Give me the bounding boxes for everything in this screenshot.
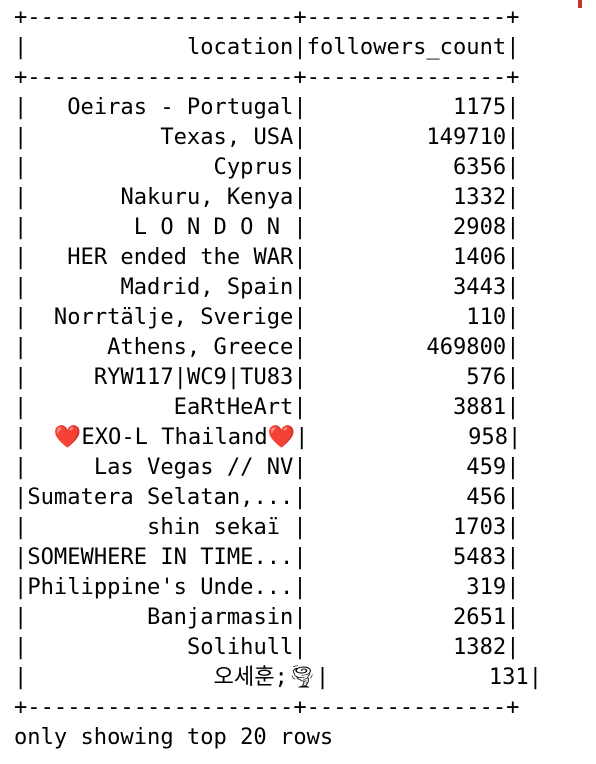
table-row: | Banjarmasin| 2651| — [14, 604, 520, 630]
table-row: | shin sekaï | 1703| — [14, 514, 520, 540]
followers-count-cell: 6356 — [453, 154, 507, 180]
footer-text: only showing top 20 rows — [14, 724, 334, 750]
followers-count-cell: 1382 — [453, 634, 507, 660]
location-cell: EaRtHeArt — [173, 394, 294, 420]
table-row: | Madrid, Spain| 3443| — [14, 274, 520, 300]
console-output: +--------------------+---------------+ | … — [14, 2, 542, 752]
location-cell: Texas, USA — [160, 124, 294, 150]
table-row: | Nakuru, Kenya| 1332| — [14, 184, 520, 210]
followers-count-cell: 1332 — [453, 184, 507, 210]
followers-count-cell: 319 — [466, 574, 507, 600]
table-row: | Cyprus| 6356| — [14, 154, 520, 180]
window-corner-mark — [578, 0, 582, 8]
table-row: | RYW117|WC9|TU83| 576| — [14, 364, 520, 390]
location-cell: Oeiras - Portugal — [67, 94, 294, 120]
followers-count-cell: 3881 — [453, 394, 507, 420]
table-row: | Las Vegas // NV| 459| — [14, 454, 520, 480]
location-cell: shin sekaï — [147, 514, 294, 540]
table-row: |Philippine's Unde...| 319| — [14, 574, 520, 600]
followers-count-cell: 1703 — [453, 514, 507, 540]
followers-count-cell: 456 — [466, 484, 507, 510]
table-row: | Texas, USA| 149710| — [14, 124, 520, 150]
table-row: |Sumatera Selatan,...| 456| — [14, 484, 520, 510]
followers-count-cell: 131 — [488, 664, 529, 690]
location-cell: Cyprus — [213, 154, 294, 180]
table-border-bottom: +--------------------+---------------+ — [14, 694, 520, 720]
location-cell: Banjarmasin — [147, 604, 294, 630]
location-cell: Madrid, Spain — [120, 274, 294, 300]
followers-count-cell: 110 — [466, 304, 507, 330]
location-cell: Athens, Greece — [107, 334, 294, 360]
followers-count-cell: 1406 — [453, 244, 507, 270]
table-row: | Athens, Greece| 469800| — [14, 334, 520, 360]
location-cell: HER ended the WAR — [67, 244, 294, 270]
followers-count-cell: 459 — [466, 454, 507, 480]
followers-count-cell: 1175 — [453, 94, 507, 120]
table-row: | Solihull| 1382| — [14, 634, 520, 660]
location-cell: Nakuru, Kenya — [120, 184, 294, 210]
table-row: | 오세훈;🌪| 131| — [14, 664, 543, 690]
table-row: |SOMEWHERE IN TIME...| 5483| — [14, 544, 520, 570]
followers-count-cell: 469800 — [426, 334, 507, 360]
location-cell: Las Vegas // NV — [93, 454, 294, 480]
location-cell: Sumatera Selatan,... — [27, 484, 294, 510]
followers-count-cell: 3443 — [453, 274, 507, 300]
location-cell: Norrtälje, Sverige — [53, 304, 294, 330]
followers-count-cell: 149710 — [426, 124, 507, 150]
location-cell: RYW117|WC9|TU83 — [93, 364, 294, 390]
followers-count-cell: followers_count — [306, 34, 507, 60]
location-cell: 오세훈;🌪 — [213, 664, 316, 690]
table-border-top: +--------------------+---------------+ — [14, 4, 520, 30]
table-row: | L O N D O N | 2908| — [14, 214, 520, 240]
table-row: | ❤️EXO-L Thailand❤️| 958| — [14, 424, 522, 450]
location-cell: ❤️EXO-L Thailand❤️ — [53, 424, 296, 450]
location-cell: L O N D O N — [133, 214, 294, 240]
followers-count-cell: 576 — [466, 364, 507, 390]
followers-count-cell: 5483 — [452, 544, 507, 570]
table-row: | Oeiras - Portugal| 1175| — [14, 94, 520, 120]
followers-count-cell: 2651 — [453, 604, 507, 630]
table-row: | HER ended the WAR| 1406| — [14, 244, 520, 270]
location-cell: Solihull — [186, 634, 294, 660]
location-cell: location — [186, 34, 294, 60]
table-header-row: | location|followers_count| — [14, 34, 520, 60]
followers-count-cell: 2908 — [453, 214, 507, 240]
followers-count-cell: 958 — [468, 424, 509, 450]
table-row: | Norrtälje, Sverige| 110| — [14, 304, 520, 330]
table-border-header: +--------------------+---------------+ — [14, 64, 520, 90]
location-cell: SOMEWHERE IN TIME... — [27, 544, 294, 570]
table-row: | EaRtHeArt| 3881| — [14, 394, 520, 420]
location-cell: Philippine's Unde... — [27, 574, 294, 600]
